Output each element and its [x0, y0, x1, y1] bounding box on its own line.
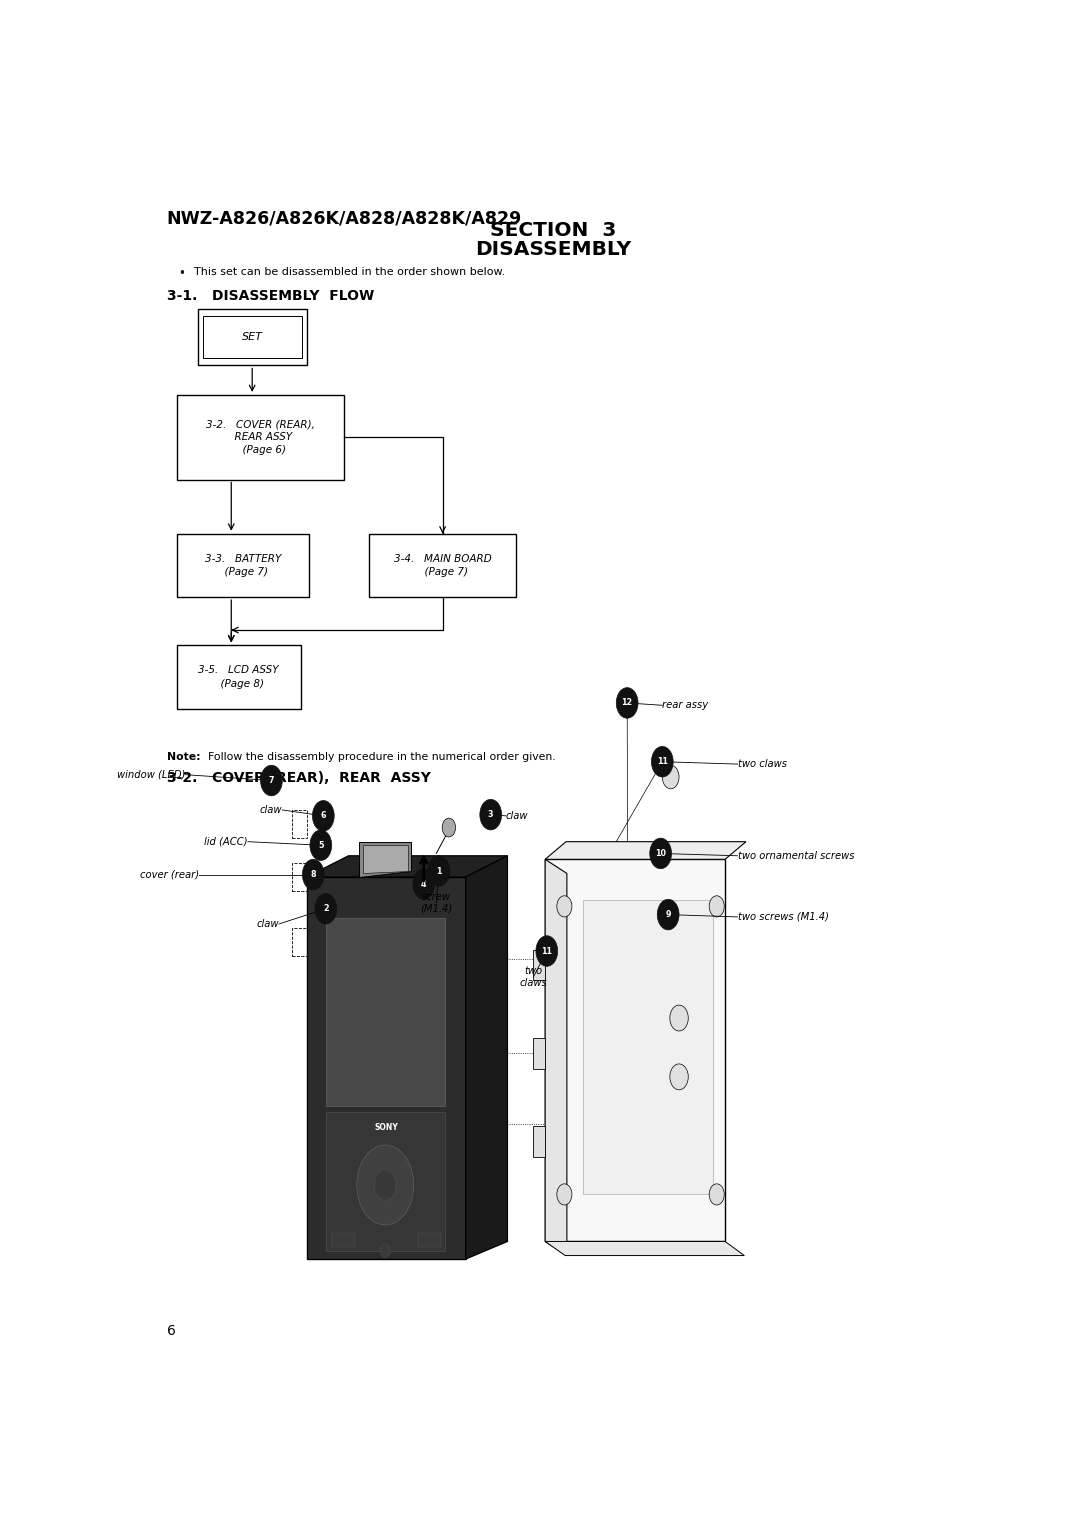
Text: 3-5.   LCD ASSY
  (Page 8): 3-5. LCD ASSY (Page 8) — [199, 666, 279, 689]
Polygon shape — [360, 841, 411, 876]
Text: screw
(M1.4): screw (M1.4) — [420, 892, 453, 913]
Circle shape — [650, 838, 672, 869]
Polygon shape — [326, 1112, 445, 1251]
Circle shape — [536, 936, 557, 967]
Text: SECTION  3: SECTION 3 — [490, 221, 617, 240]
Text: 5: 5 — [319, 841, 324, 849]
Polygon shape — [545, 860, 567, 1255]
Text: 3-3.   BATTERY
  (Page 7): 3-3. BATTERY (Page 7) — [205, 554, 281, 577]
Polygon shape — [545, 1241, 744, 1255]
Bar — [177, 395, 345, 479]
Text: claw: claw — [260, 805, 282, 815]
Text: •: • — [178, 267, 186, 279]
Text: two
claws: two claws — [519, 967, 548, 988]
Circle shape — [428, 855, 449, 886]
Circle shape — [442, 818, 456, 837]
Text: two claws: two claws — [738, 759, 786, 770]
Text: 12: 12 — [622, 698, 633, 707]
Text: lid (ACC): lid (ACC) — [204, 837, 248, 846]
Text: 3: 3 — [488, 811, 494, 818]
Circle shape — [710, 1183, 725, 1205]
Text: 6: 6 — [166, 1324, 176, 1338]
Polygon shape — [326, 918, 445, 1106]
Text: This set can be disassembled in the order shown below.: This set can be disassembled in the orde… — [193, 267, 504, 276]
Text: 3-4.   MAIN BOARD
  (Page 7): 3-4. MAIN BOARD (Page 7) — [394, 554, 491, 577]
Text: two ornamental screws: two ornamental screws — [738, 851, 854, 861]
Polygon shape — [534, 950, 545, 980]
Text: 1: 1 — [436, 867, 442, 875]
Text: 2: 2 — [323, 904, 328, 913]
Text: Note:: Note: — [166, 753, 201, 762]
Text: 6: 6 — [321, 811, 326, 820]
Text: 3-2.   COVER (REAR),
  REAR ASSY
  (Page 6): 3-2. COVER (REAR), REAR ASSY (Page 6) — [206, 418, 315, 455]
Text: Follow the disassembly procedure in the numerical order given.: Follow the disassembly procedure in the … — [201, 753, 556, 762]
Circle shape — [557, 896, 572, 916]
Text: claw: claw — [505, 811, 528, 822]
Text: 3-1.   DISASSEMBLY  FLOW: 3-1. DISASSEMBLY FLOW — [166, 289, 374, 302]
Circle shape — [557, 1183, 572, 1205]
Polygon shape — [465, 855, 508, 1260]
Circle shape — [413, 869, 434, 899]
Text: 11: 11 — [541, 947, 552, 956]
Circle shape — [315, 893, 337, 924]
Circle shape — [710, 896, 725, 916]
Text: 10: 10 — [656, 849, 666, 858]
Bar — [203, 316, 301, 359]
Polygon shape — [545, 860, 725, 1241]
Text: claw: claw — [256, 919, 279, 928]
Circle shape — [310, 831, 332, 861]
Circle shape — [375, 1170, 396, 1200]
Circle shape — [356, 1145, 414, 1225]
Bar — [369, 533, 516, 597]
Bar — [198, 308, 307, 365]
Text: SONY: SONY — [375, 1122, 397, 1132]
Circle shape — [670, 1064, 688, 1090]
Polygon shape — [307, 855, 508, 876]
Text: SET: SET — [242, 333, 262, 342]
Circle shape — [480, 799, 501, 831]
Text: window (LED): window (LED) — [117, 770, 186, 780]
Bar — [177, 533, 309, 597]
Circle shape — [380, 1245, 390, 1258]
Circle shape — [670, 1005, 688, 1031]
Circle shape — [651, 747, 673, 777]
Text: 3-2.   COVER (REAR),  REAR  ASSY: 3-2. COVER (REAR), REAR ASSY — [166, 771, 431, 785]
Circle shape — [662, 765, 679, 789]
Circle shape — [312, 800, 334, 831]
Text: two screws (M1.4): two screws (M1.4) — [738, 912, 828, 922]
Circle shape — [658, 899, 679, 930]
Polygon shape — [534, 1038, 545, 1069]
Text: DISASSEMBLY: DISASSEMBLY — [475, 240, 632, 258]
Circle shape — [617, 687, 638, 718]
Bar — [418, 1234, 442, 1248]
Circle shape — [302, 860, 324, 890]
Text: 8: 8 — [310, 870, 316, 880]
Polygon shape — [363, 846, 408, 873]
Text: 4: 4 — [421, 880, 427, 889]
Text: 11: 11 — [657, 757, 667, 767]
Bar — [332, 1234, 355, 1248]
Text: NWZ-A826/A826K/A828/A828K/A829: NWZ-A826/A826K/A828/A828K/A829 — [166, 209, 522, 228]
Polygon shape — [307, 876, 465, 1260]
Text: rear assy: rear assy — [662, 701, 708, 710]
Circle shape — [260, 765, 282, 796]
Text: cover (rear): cover (rear) — [140, 869, 200, 880]
Text: 9: 9 — [665, 910, 671, 919]
Polygon shape — [583, 901, 713, 1194]
Bar — [177, 646, 300, 709]
Polygon shape — [534, 1127, 545, 1157]
Polygon shape — [545, 841, 746, 860]
Text: 7: 7 — [269, 776, 274, 785]
